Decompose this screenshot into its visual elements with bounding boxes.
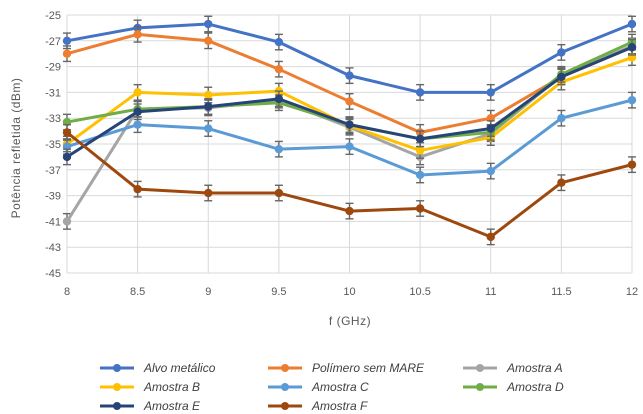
legend-swatch-marker [113, 364, 121, 372]
data-point [345, 71, 354, 80]
y-tick-label: -37 [45, 165, 61, 177]
data-point [627, 160, 637, 169]
data-point [274, 144, 284, 154]
data-point [486, 88, 495, 97]
x-tick-label: 9 [205, 286, 211, 298]
data-point [345, 142, 354, 151]
data-point [62, 49, 72, 58]
data-point [133, 184, 142, 194]
legend-item: Amostra A [463, 361, 563, 375]
y-tick-label: -25 [45, 10, 61, 22]
legend-item: Alvo metálico [100, 361, 216, 375]
data-point [486, 166, 495, 176]
y-tick-label: -33 [45, 113, 61, 125]
legend-label: Alvo metálico [143, 361, 216, 375]
legend-swatch-marker [281, 402, 289, 410]
data-point [204, 19, 213, 29]
legend-label: Amostra F [311, 399, 368, 413]
data-point [204, 102, 213, 111]
data-point [133, 107, 142, 116]
legend-label: Amostra C [311, 380, 369, 394]
data-point [204, 124, 213, 133]
data-point [415, 88, 425, 97]
data-point [204, 90, 213, 100]
legend-label: Amostra B [143, 380, 200, 394]
y-axis-ticks: -25 -27 -29 -31 -33 -35 -37 -39 -41 -43 -45 [45, 10, 61, 280]
series-alvo-metalico [62, 15, 637, 101]
x-tick-label: 11 [485, 286, 496, 298]
data-point [133, 88, 142, 97]
legend-item: Amostra E [100, 399, 201, 413]
legend-item: Amostra C [268, 380, 369, 394]
legend-label: Amostra E [143, 399, 201, 413]
series-amostra-c [62, 91, 637, 184]
x-axis-ticks: 8 8.5 9 9.5 10 10.5 11 11.5 12 [64, 286, 638, 298]
data-point [557, 114, 566, 123]
legend-label: Amostra D [506, 380, 564, 394]
data-point [62, 217, 72, 226]
x-tick-label: 11.5 [551, 286, 572, 298]
data-point [274, 37, 284, 47]
legend-swatch-marker [281, 383, 289, 391]
data-point [627, 43, 637, 52]
y-tick-label: -29 [45, 62, 61, 74]
series-amostra-e [62, 38, 637, 166]
series-amostra-f [62, 123, 637, 246]
legend-item: Amostra D [463, 380, 564, 394]
data-point [627, 19, 637, 29]
x-tick-label: 8.5 [130, 286, 145, 298]
y-tick-label: -31 [45, 87, 61, 99]
data-point [557, 178, 566, 187]
data-point [345, 206, 354, 216]
data-point [486, 124, 495, 133]
data-point [557, 48, 566, 57]
legend-label: Polímero sem MARE [312, 361, 425, 375]
data-point [345, 97, 354, 106]
y-axis-title: Potência refletida (dBm) [9, 78, 23, 219]
legend-item: Polímero sem MARE [268, 361, 425, 375]
legend-swatch-marker [476, 364, 484, 372]
y-tick-label: -43 [45, 242, 61, 254]
data-point [415, 134, 425, 144]
data-point [204, 188, 213, 198]
legend-swatch-marker [113, 383, 121, 391]
legend: Alvo metálico Polímero sem MARE Amostra A A… [100, 361, 564, 413]
data-point [62, 152, 72, 162]
data-point [627, 95, 637, 105]
x-tick-label: 9.5 [271, 286, 286, 298]
y-tick-label: -45 [45, 268, 61, 280]
legend-swatch-marker [113, 402, 121, 410]
legend-item: Amostra F [268, 399, 368, 413]
y-tick-label: -27 [45, 36, 61, 48]
data-point [62, 36, 72, 45]
data-point [415, 204, 425, 213]
y-tick-label: -41 [45, 216, 61, 228]
x-tick-label: 12 [626, 286, 638, 298]
data-point [557, 72, 566, 82]
data-point [133, 30, 142, 39]
legend-item: Amostra B [100, 380, 200, 394]
series-layer [62, 15, 637, 246]
data-point [133, 120, 142, 129]
data-point [345, 120, 354, 129]
x-tick-label: 10.5 [409, 286, 430, 298]
legend-label: Amostra A [506, 361, 563, 375]
x-axis-title: f (GHz) [329, 314, 371, 328]
legend-swatch-marker [281, 364, 289, 372]
data-point [486, 232, 495, 242]
data-point [62, 128, 72, 137]
data-point [204, 36, 213, 45]
y-tick-label: -39 [45, 191, 61, 203]
x-tick-label: 8 [64, 286, 70, 298]
data-point [274, 188, 284, 198]
data-point [274, 64, 284, 74]
x-tick-label: 10 [343, 286, 355, 298]
legend-swatch-marker [476, 383, 484, 391]
data-point [274, 94, 284, 104]
data-point [415, 146, 425, 155]
data-point [415, 170, 425, 180]
y-tick-label: -35 [45, 139, 61, 151]
